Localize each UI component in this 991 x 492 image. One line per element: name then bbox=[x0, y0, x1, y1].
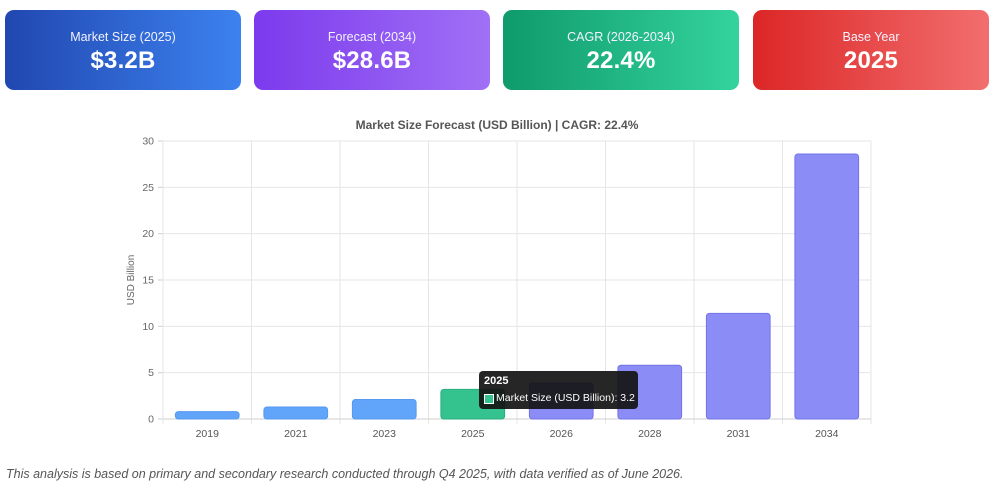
market-size-card: Market Size (2025) $3.2B bbox=[5, 10, 241, 90]
base-year-label: Base Year bbox=[842, 30, 900, 44]
cagr-value: 22.4% bbox=[586, 47, 656, 74]
bar-2023[interactable] bbox=[351, 399, 417, 420]
x-tick-label: 2025 bbox=[461, 428, 485, 440]
market-size-label: Market Size (2025) bbox=[70, 30, 176, 44]
y-tick-label: 25 bbox=[142, 182, 154, 194]
x-tick-label: 2031 bbox=[727, 428, 751, 440]
y-tick-label: 5 bbox=[148, 367, 154, 379]
chart-title: Market Size Forecast (USD Billion) | CAG… bbox=[356, 118, 639, 132]
summary-cards: Market Size (2025) $3.2B Forecast (2034)… bbox=[5, 10, 989, 90]
bar-2031[interactable] bbox=[705, 312, 771, 420]
tooltip-swatch bbox=[484, 394, 494, 404]
y-tick-label: 20 bbox=[142, 228, 154, 240]
forecast-card: Forecast (2034) $28.6B bbox=[254, 10, 490, 90]
y-tick-label: 15 bbox=[142, 275, 154, 287]
tooltip-text: Market Size (USD Billion): 3.2 bbox=[496, 392, 635, 404]
bar-2021[interactable] bbox=[263, 406, 329, 420]
x-tick-label: 2023 bbox=[373, 428, 397, 440]
tooltip-title: 2025 bbox=[484, 375, 509, 387]
base-year-card: Base Year 2025 bbox=[753, 10, 989, 90]
cagr-card: CAGR (2026-2034) 22.4% bbox=[503, 10, 739, 90]
bar-tooltip: 2025 Market Size (USD Billion): 3.2 bbox=[479, 371, 638, 409]
footnote: This analysis is based on primary and se… bbox=[6, 467, 684, 481]
cagr-label: CAGR (2026-2034) bbox=[567, 30, 675, 44]
y-tick-label: 10 bbox=[142, 321, 154, 333]
bar-2034[interactable] bbox=[794, 153, 860, 420]
x-tick-label: 2019 bbox=[196, 428, 220, 440]
x-tick-label: 2021 bbox=[284, 428, 308, 440]
y-axis-label: USD Billion bbox=[126, 255, 137, 306]
x-tick-label: 2028 bbox=[638, 428, 662, 440]
forecast-value: $28.6B bbox=[332, 47, 412, 74]
bar-2019[interactable] bbox=[174, 411, 240, 420]
y-tick-label: 30 bbox=[142, 136, 154, 148]
x-tick-label: 2026 bbox=[550, 428, 574, 440]
market-size-value: $3.2B bbox=[90, 47, 156, 74]
y-tick-label: 0 bbox=[148, 414, 154, 426]
x-tick-label: 2034 bbox=[815, 428, 839, 440]
forecast-label: Forecast (2034) bbox=[327, 30, 417, 44]
base-year-value: 2025 bbox=[843, 47, 899, 74]
